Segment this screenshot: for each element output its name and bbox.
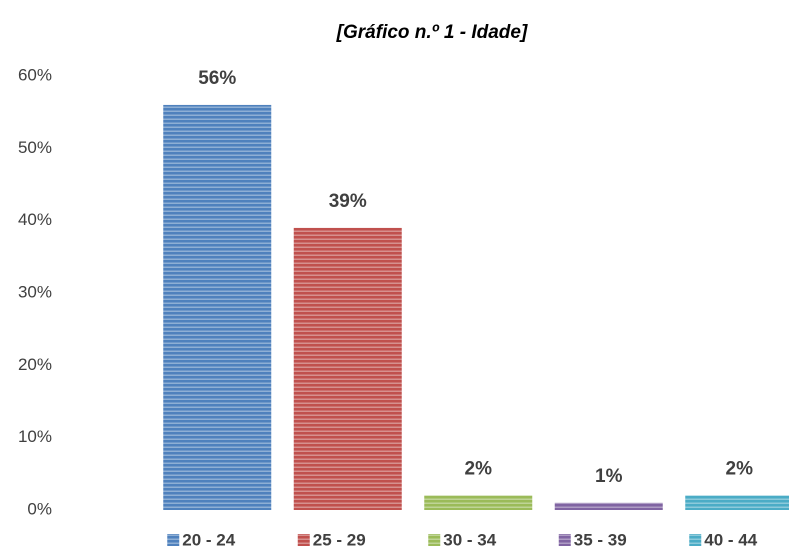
bar xyxy=(685,495,789,510)
y-tick-label: 20% xyxy=(18,355,52,374)
legend-swatch xyxy=(297,534,310,546)
legend-label: 25 - 29 xyxy=(313,530,366,549)
bar xyxy=(163,104,272,510)
y-tick-label: 10% xyxy=(18,427,52,446)
chart-title: [Gráfico n.º 1 - Idade] xyxy=(336,22,528,43)
y-tick-label: 60% xyxy=(18,65,52,84)
legend-swatch xyxy=(558,534,571,546)
value-label: 2% xyxy=(726,459,754,480)
value-label: 2% xyxy=(465,459,493,480)
bar xyxy=(554,502,663,510)
y-tick-label: 0% xyxy=(27,499,52,518)
y-tick-label: 40% xyxy=(18,210,52,229)
legend-swatch xyxy=(167,534,180,546)
value-label: 39% xyxy=(329,191,367,212)
y-tick-label: 50% xyxy=(18,138,52,157)
legend-label: 20 - 24 xyxy=(182,530,235,549)
y-tick-label: 30% xyxy=(18,282,52,301)
legend-swatch xyxy=(689,534,702,546)
bar xyxy=(424,495,533,510)
value-label: 56% xyxy=(198,68,236,89)
bar xyxy=(293,227,402,510)
legend-swatch xyxy=(428,534,441,546)
legend-label: 30 - 34 xyxy=(443,530,496,549)
legend-label: 35 - 39 xyxy=(574,530,627,549)
legend-label: 40 - 44 xyxy=(704,530,757,549)
value-label: 1% xyxy=(595,466,623,487)
